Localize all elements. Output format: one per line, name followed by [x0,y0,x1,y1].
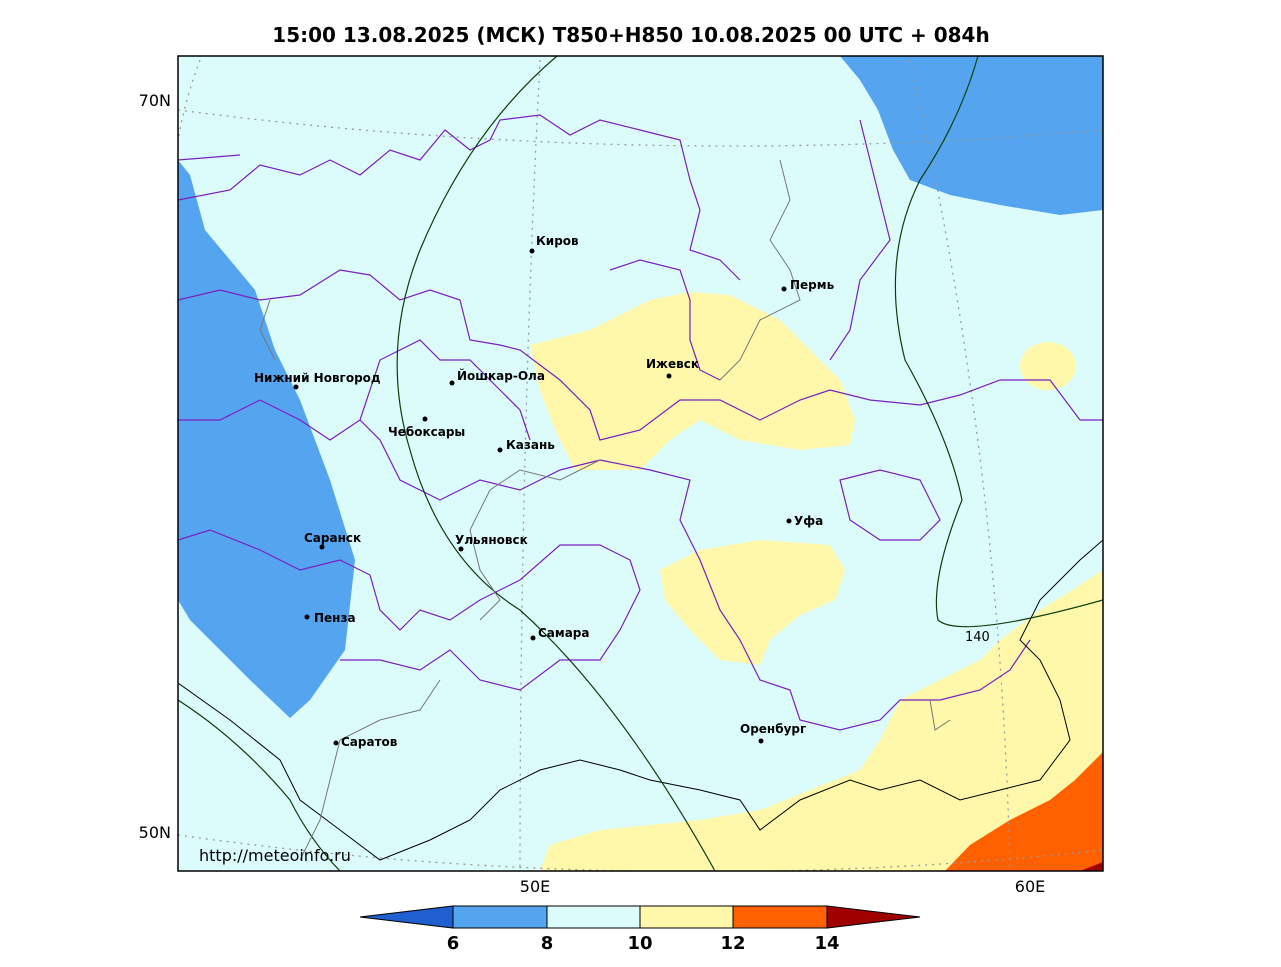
city-dot [666,373,672,379]
map-frame [177,55,1104,872]
city-label: Пенза [314,611,356,625]
border [609,259,721,381]
city-dot [422,416,428,422]
colorbar-tick: 8 [541,933,554,954]
city-dot [333,740,339,746]
city-dot [293,384,299,390]
map: 70N 50N 50E 60E Киров Пермь Нижний Новго… [139,55,1104,896]
city-dot [529,248,535,254]
graticule [178,834,1103,871]
lon-label: 50E [520,877,550,896]
colorbar-segment [732,905,828,929]
border [178,399,1031,731]
border [178,529,641,691]
city-dot [530,635,536,641]
temp-area [540,570,1103,871]
city-label: Ижевск [646,357,699,371]
city-label: Оренбург [740,722,806,736]
border [178,269,1103,441]
temp-area [1080,862,1103,871]
city-label: Саранск [304,531,361,545]
city-dot [758,738,764,744]
title: 15:00 13.08.2025 (МСК) T850+H850 10.08.2… [272,23,989,47]
colorbar: 6 8 10 12 14 [359,905,921,954]
graticule [519,59,541,871]
city-label: Уфа [794,514,823,528]
lat-label: 70N [139,91,171,110]
city-label: Пермь [790,278,835,292]
colorbar-segment [359,905,454,929]
colorbar-segment [452,905,548,929]
graticule [178,109,1103,147]
river [929,699,951,731]
contour [396,56,716,871]
city-label: Нижний Новгород [254,371,381,385]
graticule [178,59,201,141]
temp-area [530,292,855,470]
cities: Киров Пермь Нижний Новгород Йошкар-Ола И… [254,234,835,749]
temp-area [945,752,1103,871]
border [359,339,531,441]
city-label: Саратов [341,735,398,749]
contour [178,699,341,871]
contour [894,56,1103,628]
city-dot [449,380,455,386]
border [829,119,891,361]
city-dot [781,286,787,292]
colorbar-tick: 14 [814,933,839,954]
city-dot [304,614,310,620]
watermark: http://meteoinfo.ru [199,846,351,865]
colorbar-segment [826,905,921,929]
colorbar-tick: 12 [720,933,745,954]
national-border [178,539,1103,861]
border [178,154,241,161]
city-label: Йошкар-Ола [457,368,545,383]
city-label: Киров [536,234,579,248]
city-label: Ульяновск [455,533,528,547]
river [719,159,801,381]
river [299,679,441,861]
city-label: Самара [538,626,590,640]
city-dot [786,518,792,524]
temp-area [178,160,355,718]
lat-label: 50N [139,823,171,842]
border [839,469,941,541]
city-label: Казань [506,438,555,452]
colorbar-tick: 6 [447,933,460,954]
contour-label: 140 [965,630,990,645]
colorbar-segment [546,905,641,929]
temp-area [660,540,845,665]
river [259,299,276,361]
border [178,114,741,281]
river [469,459,601,621]
city-dot [497,447,503,453]
colorbar-segment [639,905,734,929]
city-dot [458,546,464,552]
temp-area [1020,342,1076,390]
lon-label: 60E [1015,877,1045,896]
colorbar-tick: 10 [627,933,652,954]
temp-area [840,56,1103,215]
city-label: Чебоксары [388,425,465,439]
city-dot [319,544,325,550]
